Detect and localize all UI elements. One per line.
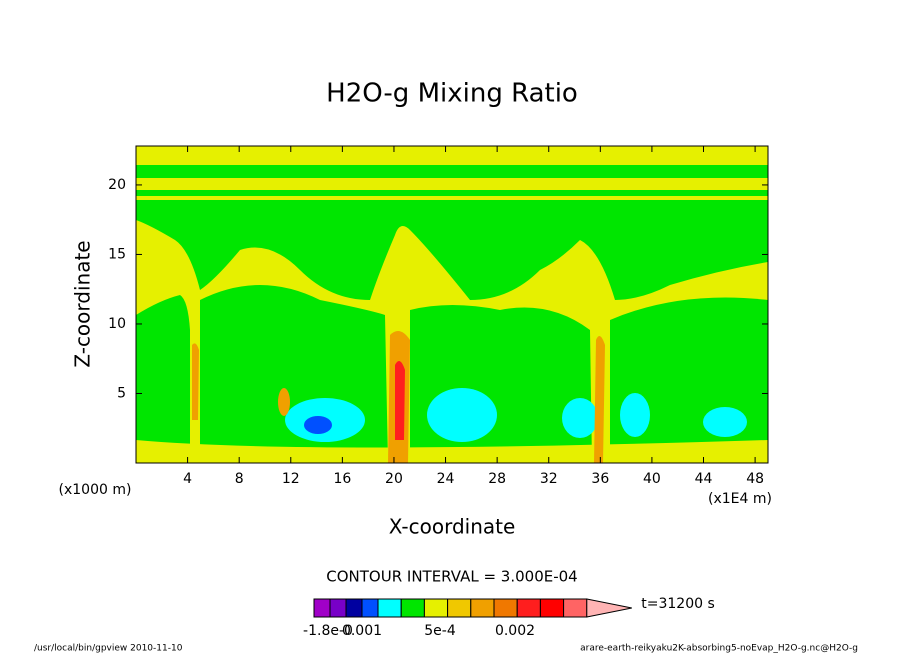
cyan-region <box>620 393 650 437</box>
green-band <box>136 190 768 196</box>
plot-frame <box>135 145 769 464</box>
colorbar-box <box>516 598 541 618</box>
contour-interval: CONTOUR INTERVAL = 3.000E-04 <box>326 568 577 586</box>
green-region <box>610 297 768 463</box>
chart-title: H2O-g Mixing Ratio <box>326 79 578 109</box>
green-region <box>410 305 592 463</box>
colorbar-box <box>470 598 495 618</box>
colorbar-triangle <box>586 598 632 618</box>
x-tick-label: 28 <box>488 471 506 487</box>
green-region <box>136 200 768 300</box>
colorbar-box <box>329 598 347 618</box>
x-unit-left: (x1000 m) <box>59 482 132 498</box>
cyan-region <box>703 407 747 437</box>
colorbar-box <box>361 598 379 618</box>
contour-field <box>135 145 769 464</box>
x-tick-label: 20 <box>385 471 403 487</box>
colorbar-box <box>345 598 363 618</box>
colorbar-box <box>563 598 588 618</box>
colorbar-label: 5e-4 <box>424 623 456 639</box>
x-tick-label: 4 <box>183 471 192 487</box>
footer-left: /usr/local/bin/gpview 2010-11-10 <box>34 644 183 654</box>
colorbar-box <box>313 598 331 618</box>
x-tick-label: 12 <box>282 471 300 487</box>
y-tick-label: 20 <box>108 177 126 193</box>
colorbar-box <box>539 598 565 618</box>
x-axis-label: X-coordinate <box>389 515 516 539</box>
x-unit-right: (x1E4 m) <box>708 491 772 507</box>
y-tick-label: 15 <box>108 246 126 262</box>
x-tick-label: 24 <box>437 471 455 487</box>
colorbar-label: -1.8e-0 <box>303 623 353 639</box>
x-tick-label: 8 <box>235 471 244 487</box>
colorbar-box <box>423 598 449 618</box>
y-axis-label: Z-coordinate <box>71 240 95 367</box>
orange-region <box>192 343 199 420</box>
x-tick-label: 48 <box>746 471 764 487</box>
colorbar-box <box>377 598 402 618</box>
colorbar-box <box>447 598 472 618</box>
x-tick-label: 40 <box>643 471 661 487</box>
time-label: t=31200 s <box>641 596 715 612</box>
y-tick-label: 10 <box>108 316 126 332</box>
orange-region <box>278 388 290 416</box>
green-band <box>136 165 768 178</box>
yellow-region <box>136 440 768 463</box>
red-region <box>395 361 405 440</box>
x-tick-label: 16 <box>333 471 351 487</box>
cyan-region <box>427 388 497 442</box>
colorbar-box <box>493 598 518 618</box>
cyan-region <box>562 398 598 438</box>
y-tick-label: 5 <box>117 385 126 401</box>
green-region <box>200 285 388 463</box>
orange-region <box>594 336 605 463</box>
x-tick-label: 32 <box>540 471 558 487</box>
x-tick-label: 36 <box>591 471 609 487</box>
green-region <box>136 295 190 463</box>
colorbar-label: 0.001 <box>342 623 382 639</box>
blue-region <box>304 416 332 434</box>
colorbar-box <box>400 598 425 618</box>
colorbar-label: 0.002 <box>495 623 535 639</box>
x-tick-label: 44 <box>695 471 713 487</box>
footer-right: arare-earth-reikyaku2K-absorbing5-noEvap… <box>580 644 858 654</box>
